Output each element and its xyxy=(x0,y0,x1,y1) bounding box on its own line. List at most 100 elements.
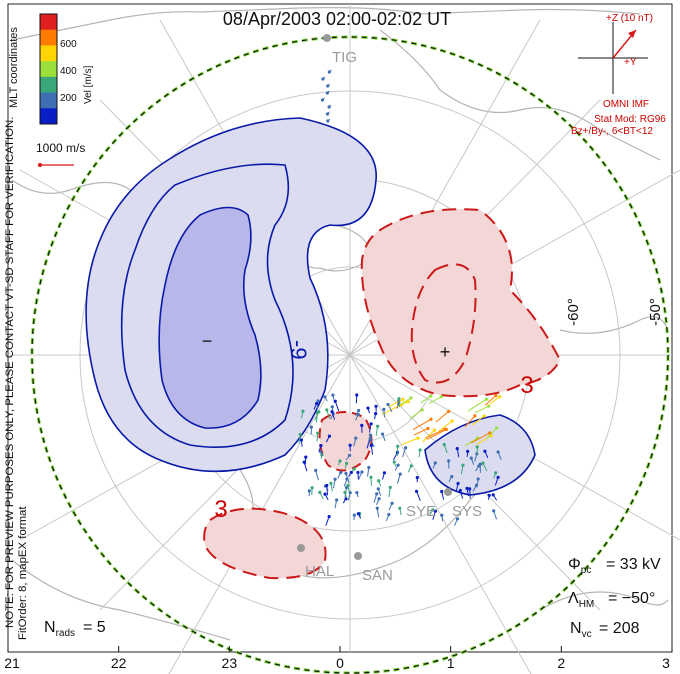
station-label-sys: SYS xyxy=(452,503,482,520)
velocity-vector xyxy=(396,473,401,484)
velocity-vector-origin xyxy=(461,463,465,467)
velocity-vector-origin xyxy=(475,445,479,449)
velocity-vector xyxy=(464,437,478,446)
hm-boundary-dash xyxy=(31,36,669,674)
velocity-vector-origin xyxy=(355,393,359,397)
velocity-vector-origin xyxy=(396,444,400,448)
velocity-vector-origin xyxy=(382,407,386,411)
contour-label-positive: 3 xyxy=(520,372,533,399)
velocity-vector-origin xyxy=(414,489,419,493)
velocity-vector-origin xyxy=(439,395,444,399)
imf-z-label: +Z (10 nT) xyxy=(606,13,653,24)
velocity-vector-origin xyxy=(326,84,330,88)
preview-note: NOTE: FOR PREVIEW PURPOSES ONLY, PLEASE … xyxy=(4,117,16,628)
station-label-tig: TIG xyxy=(332,49,357,66)
velocity-vector xyxy=(420,395,432,404)
velocity-vector-origin xyxy=(343,490,347,495)
velocity-vector-origin xyxy=(465,486,469,490)
velocity-vector-origin xyxy=(352,513,356,517)
velocity-vector-origin xyxy=(348,491,352,495)
velocity-vector-origin xyxy=(325,408,329,412)
velocity-vector-origin xyxy=(331,393,335,397)
velocity-vector-origin xyxy=(344,471,348,476)
velocity-vector-origin xyxy=(327,70,331,74)
velocity-vector xyxy=(470,432,491,444)
velocity-vector-origin xyxy=(318,490,322,494)
velocity-vector-origin xyxy=(398,506,402,510)
velocity-vector-origin xyxy=(377,497,381,501)
velocity-vector-origin xyxy=(429,417,433,421)
station-marker-sye xyxy=(444,488,452,496)
velocity-vector-origin xyxy=(298,432,302,437)
velocity-vector-origin xyxy=(387,512,391,517)
velocity-vector-origin xyxy=(319,444,323,448)
velocity-vector-origin xyxy=(483,449,487,453)
velocity-vector xyxy=(409,409,423,420)
velocity-vector-origin xyxy=(494,471,498,475)
velocity-vector-origin xyxy=(468,487,472,491)
velocity-colorbar xyxy=(39,13,58,125)
velocity-vector xyxy=(397,397,412,407)
lat-label-60: -60° xyxy=(565,298,582,326)
velocity-vector xyxy=(476,435,492,446)
velocity-vector-origin xyxy=(344,461,349,465)
velocity-vector-origin xyxy=(382,471,387,475)
colorbar-tick-400: 400 xyxy=(60,66,77,77)
colorbar-label: Vel [m/s] xyxy=(83,65,94,104)
station-label-sye: SYE xyxy=(406,503,436,520)
velocity-vector-origin xyxy=(409,464,413,468)
velocity-vector-origin xyxy=(433,509,437,513)
velocity-vector-origin xyxy=(325,483,329,488)
negative-cell xyxy=(85,117,377,473)
mlt-tick-label: 2 xyxy=(557,655,565,671)
velocity-vector-origin xyxy=(415,476,419,480)
velocity-vector-origin xyxy=(346,483,350,487)
velocity-vector-origin xyxy=(406,399,410,404)
imf-vector-head xyxy=(628,30,636,38)
velocity-vector-origin xyxy=(375,506,379,510)
negative-small-cell xyxy=(424,414,536,496)
velocity-vector-origin xyxy=(469,456,473,460)
station-label-san: SAN xyxy=(362,567,393,584)
velocity-vector-origin xyxy=(390,501,394,505)
velocity-vector xyxy=(375,426,379,436)
coord-label: MLT coordinates xyxy=(8,27,20,108)
velocity-vector-origin xyxy=(356,412,360,417)
velocity-vector-origin xyxy=(335,498,339,502)
velocity-vector-origin xyxy=(369,422,373,426)
velocity-vector-origin xyxy=(496,475,500,479)
velocity-vector-origin xyxy=(455,447,459,451)
velocity-vector-origin xyxy=(416,436,420,440)
velocity-vector-origin xyxy=(301,409,305,413)
velocity-vector-origin xyxy=(374,411,378,416)
velocity-vector-origin xyxy=(431,508,435,512)
imf-clock: +Y +Z (10 nT) OMNI IMF Stat Mod: RG96 Bz… xyxy=(571,13,666,137)
velocity-vector-origin xyxy=(317,410,321,414)
velocity-vector xyxy=(366,438,371,449)
velocity-vector-origin xyxy=(491,493,495,497)
positive-small-cell xyxy=(318,411,373,472)
velocity-vector-origin xyxy=(314,468,318,472)
velocity-vector xyxy=(315,470,319,481)
velocity-vector-origin xyxy=(330,405,334,409)
velocity-vector-origin xyxy=(388,485,392,489)
velocity-vector xyxy=(369,438,375,448)
velocity-vector-origin xyxy=(450,419,454,423)
vector-scale-dot xyxy=(38,163,42,167)
velocity-vector-origin xyxy=(344,497,348,501)
velocity-vector-origin xyxy=(429,394,433,398)
velocity-vector-origin xyxy=(333,399,337,403)
positive-cell-inner-contour xyxy=(410,263,477,384)
mlt-tick-label: 3 xyxy=(662,655,670,671)
velocity-vector xyxy=(388,487,391,498)
velocity-vector-origin xyxy=(432,428,436,432)
velocity-vector-origin xyxy=(368,433,373,437)
velocity-vector-origin xyxy=(380,432,385,436)
velocity-vector-origin xyxy=(398,472,402,476)
velocity-vector-origin xyxy=(473,414,477,418)
velocity-vector-origin xyxy=(476,477,480,481)
velocity-vector-origin xyxy=(339,470,343,475)
velocity-vector-origin xyxy=(310,486,314,490)
positive-bottom-cell xyxy=(203,507,327,580)
